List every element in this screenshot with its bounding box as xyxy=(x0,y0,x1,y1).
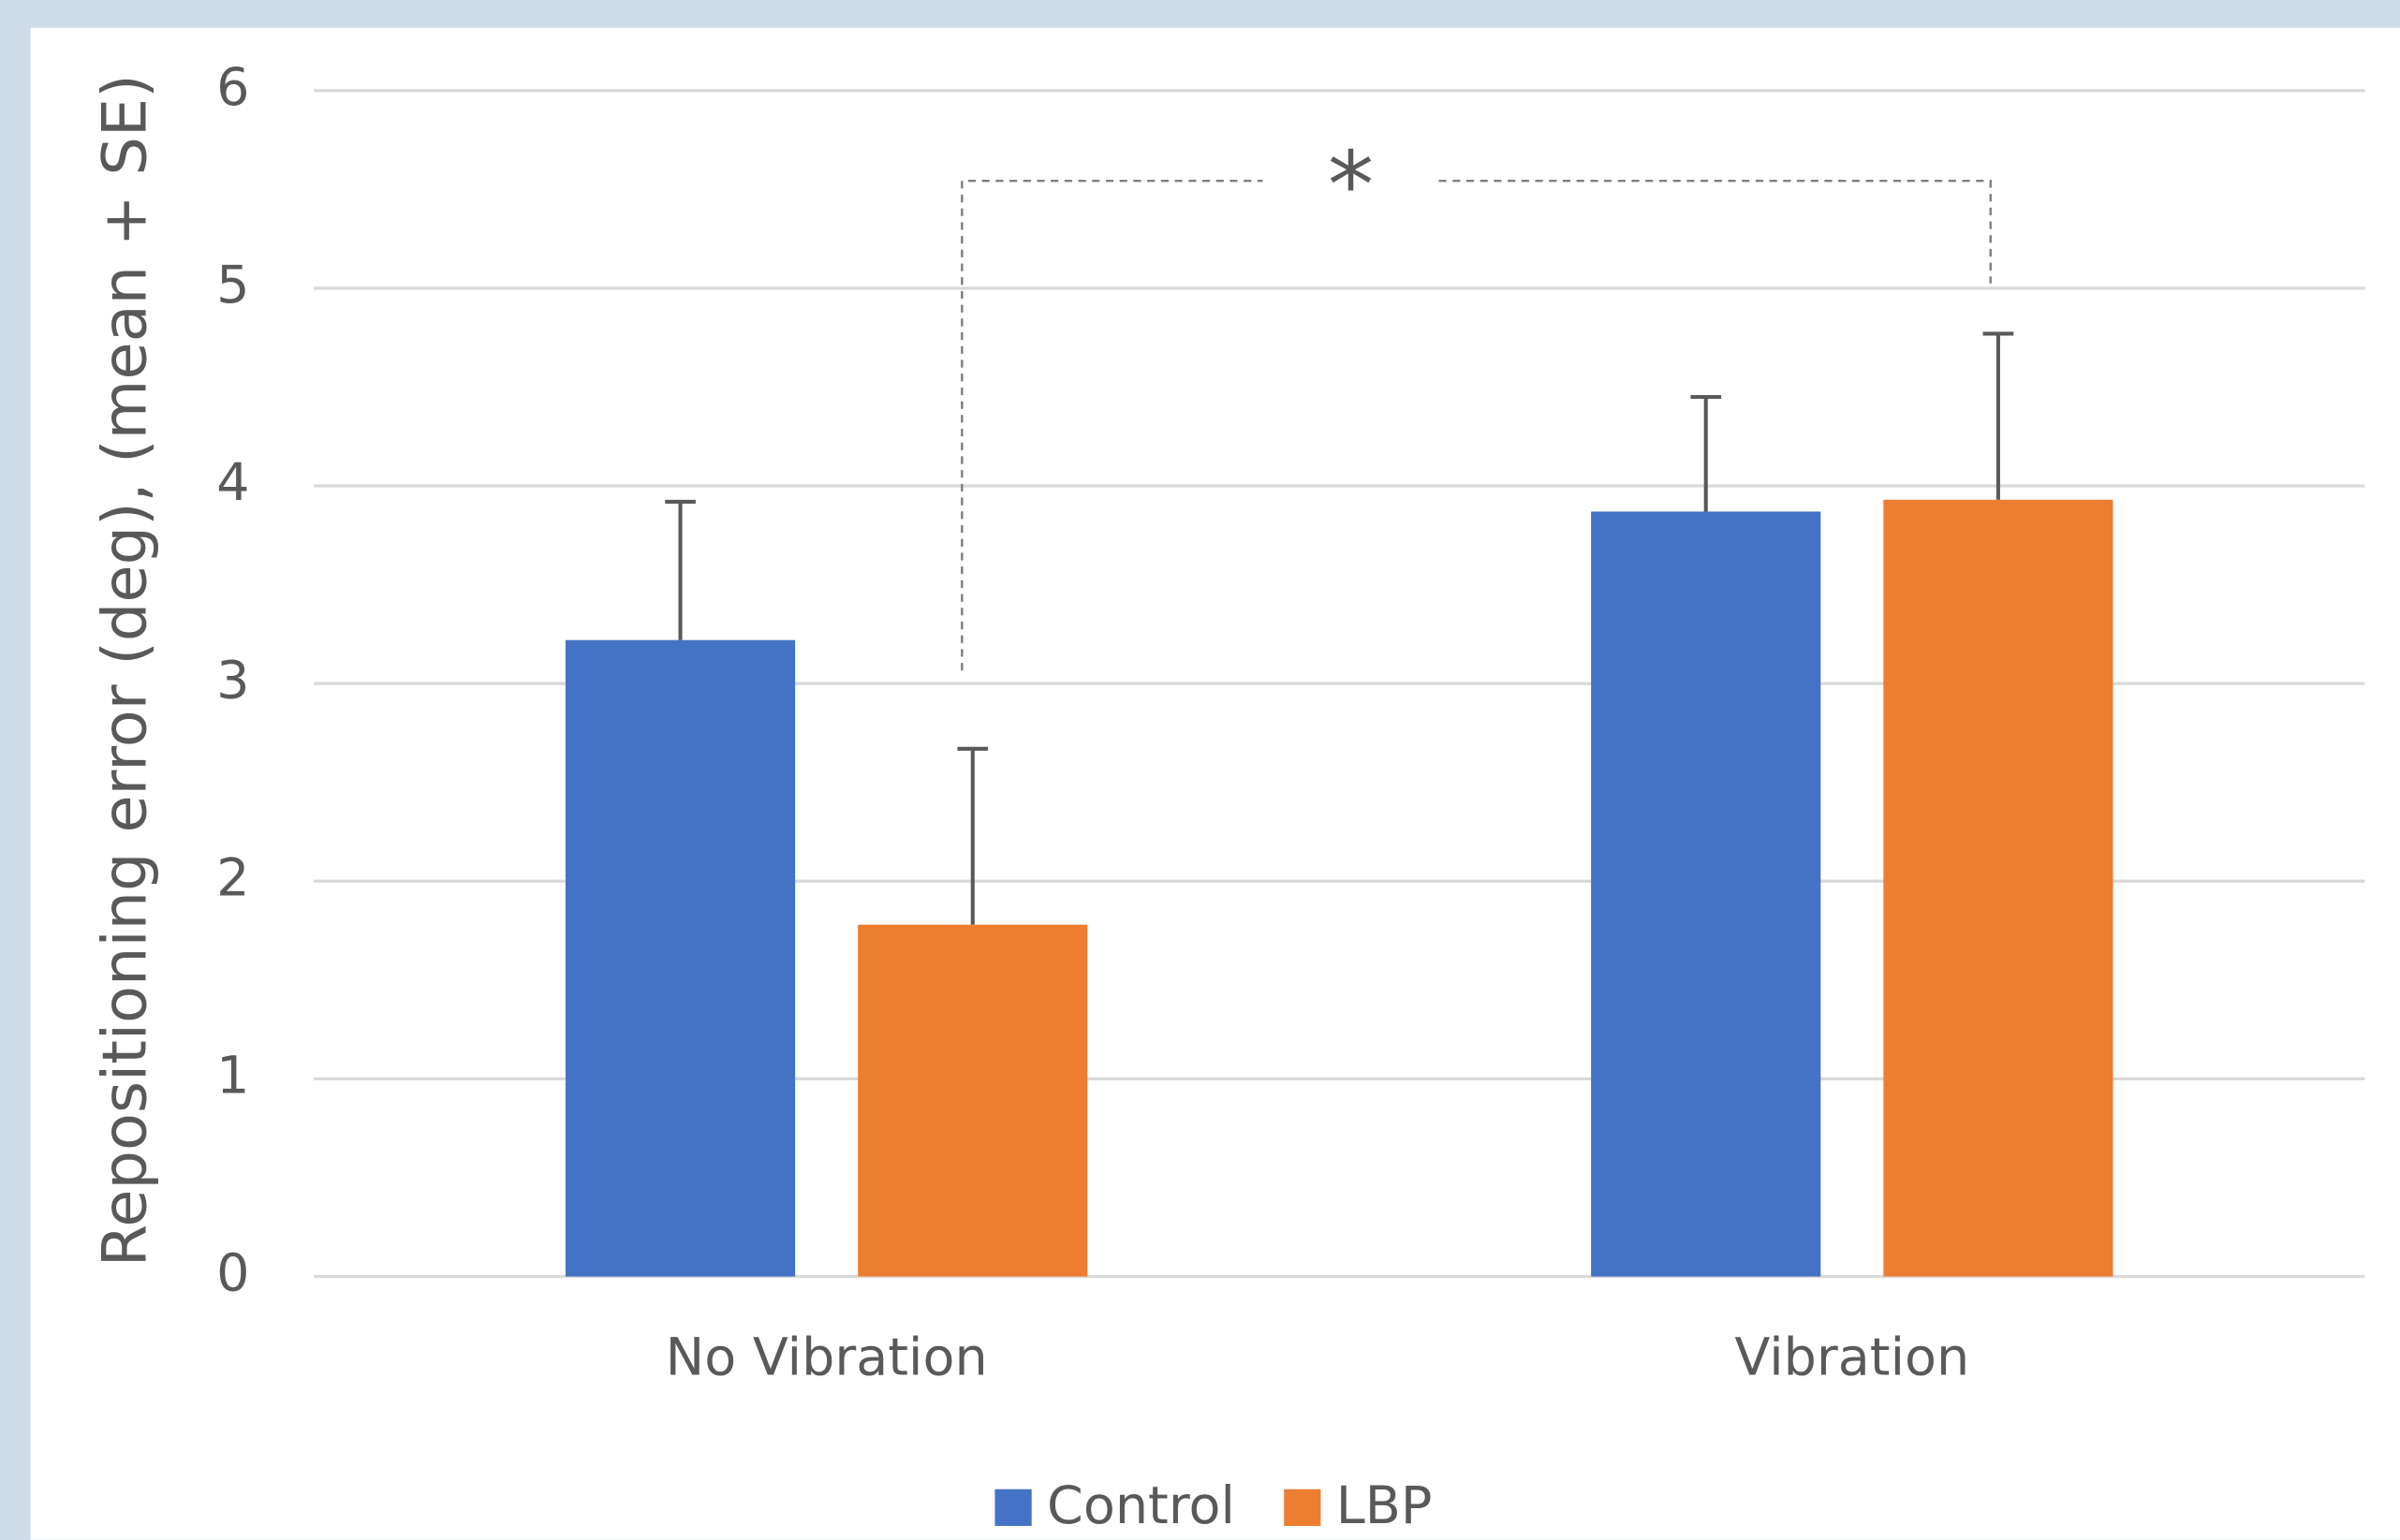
bar xyxy=(1591,511,1821,1277)
y-tick-label: 5 xyxy=(216,255,249,315)
significance-bracket xyxy=(961,179,1992,671)
legend-label: LBP xyxy=(1336,1475,1433,1536)
y-tick-label: 0 xyxy=(216,1243,249,1304)
y-tick-label: 4 xyxy=(216,452,249,513)
bar xyxy=(858,924,1088,1277)
legend-label: Control xyxy=(1047,1475,1235,1536)
y-tick-label: 6 xyxy=(216,57,249,118)
y-tick-label: 1 xyxy=(216,1046,249,1107)
bar xyxy=(565,639,796,1277)
y-tick-label: 2 xyxy=(216,847,249,908)
bar xyxy=(1883,499,2113,1277)
legend-swatch xyxy=(1284,1489,1321,1526)
legend-swatch xyxy=(994,1489,1032,1526)
y-axis-label: Repositioning error (deg), (mean + SE) xyxy=(89,74,160,1267)
y-tick-label: 3 xyxy=(216,650,249,711)
x-tick-label: No Vibration xyxy=(666,1327,988,1388)
annotation: * xyxy=(1328,132,1374,239)
x-tick-label: Vibration xyxy=(1734,1327,1969,1388)
